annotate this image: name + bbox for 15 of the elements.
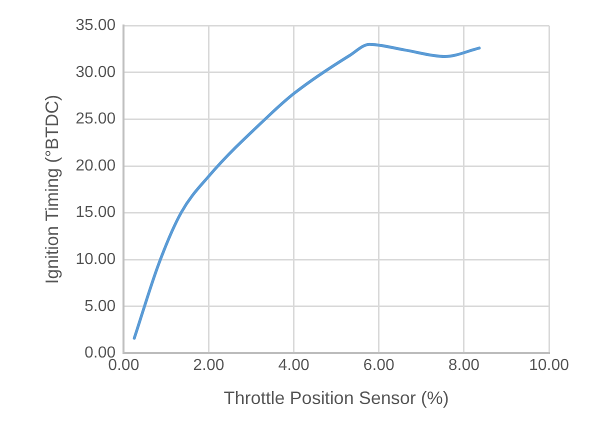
x-axis-title: Throttle Position Sensor (%) <box>224 388 449 408</box>
y-tick-label: 20.00 <box>76 157 116 174</box>
line-series <box>132 42 481 340</box>
x-tick-label: 4.00 <box>278 357 310 374</box>
y-axis-title: Ignition Timing (°BTDC) <box>42 94 62 284</box>
y-tick-label: 30.00 <box>76 64 116 81</box>
y-tick-label: 10.00 <box>76 251 116 268</box>
x-tick-label: 2.00 <box>193 357 224 374</box>
y-tick-label: 15.00 <box>76 204 116 222</box>
x-tick-label: 10.00 <box>528 357 570 374</box>
x-tick-label: 8.00 <box>448 357 480 374</box>
y-tick-label: 5.00 <box>84 298 116 315</box>
x-tick-label: 6.00 <box>363 357 395 374</box>
y-tick-label: 25.00 <box>76 110 116 128</box>
y-tick-label: 35.00 <box>76 17 116 34</box>
